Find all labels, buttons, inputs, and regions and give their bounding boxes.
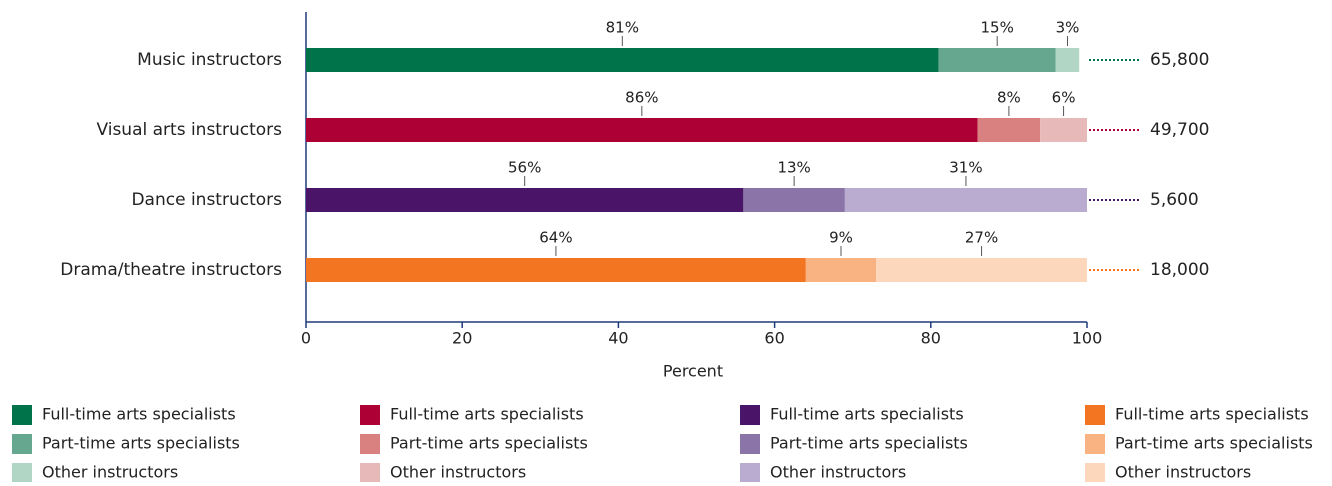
legend-label: Full-time arts specialists — [42, 405, 236, 424]
legend-swatch — [360, 434, 380, 454]
category-label: Dance instructors — [131, 190, 282, 210]
x-tick-label: 0 — [301, 329, 311, 348]
legend-label: Other instructors — [1115, 463, 1251, 482]
legend-label: Part-time arts specialists — [42, 434, 240, 453]
legend-label: Part-time arts specialists — [390, 434, 588, 453]
legend-label: Full-time arts specialists — [770, 405, 964, 424]
legend-label: Other instructors — [770, 463, 906, 482]
x-tick-label: 20 — [452, 329, 472, 348]
legend-swatch — [12, 434, 32, 454]
legend-label: Full-time arts specialists — [390, 405, 584, 424]
total-label: 5,600 — [1150, 190, 1199, 210]
data-label: 56% — [508, 159, 541, 177]
data-label: 64% — [539, 229, 572, 247]
bar-segment — [977, 118, 1041, 142]
legend-swatch — [1085, 405, 1105, 425]
bar-segment — [306, 118, 978, 142]
x-tick-label: 80 — [921, 329, 941, 348]
x-axis-label: Percent — [663, 362, 723, 381]
data-label: 81% — [606, 19, 639, 37]
legend-swatch — [360, 463, 380, 483]
legend-swatch — [12, 405, 32, 425]
legend-swatch — [740, 463, 760, 483]
data-label: 13% — [777, 159, 810, 177]
data-label: 6% — [1052, 89, 1076, 107]
x-tick-label: 60 — [764, 329, 784, 348]
data-label: 31% — [949, 159, 982, 177]
legend-swatch — [740, 405, 760, 425]
legend-swatch — [740, 434, 760, 454]
legend-label: Other instructors — [390, 463, 526, 482]
data-label: 9% — [829, 229, 853, 247]
data-label: 15% — [981, 19, 1014, 37]
category-label: Visual arts instructors — [96, 120, 282, 140]
bar-segment — [876, 258, 1087, 282]
legend-swatch — [12, 463, 32, 483]
legend-label: Other instructors — [42, 463, 178, 482]
bar-segment — [1055, 48, 1080, 72]
category-label: Drama/theatre instructors — [60, 260, 282, 280]
bar-segment — [306, 48, 939, 72]
bar-segment — [743, 188, 845, 212]
legend-label: Part-time arts specialists — [1115, 434, 1313, 453]
x-tick-label: 100 — [1072, 329, 1103, 348]
legend-label: Part-time arts specialists — [770, 434, 968, 453]
bar-segment — [938, 48, 1056, 72]
legend-swatch — [360, 405, 380, 425]
total-label: 65,800 — [1150, 50, 1209, 70]
bar-segment — [844, 188, 1087, 212]
bar-segment — [306, 258, 806, 282]
data-label: 3% — [1056, 19, 1080, 37]
legend-swatch — [1085, 463, 1105, 483]
category-label: Music instructors — [137, 50, 282, 70]
data-label: 27% — [965, 229, 998, 247]
data-label: 8% — [997, 89, 1021, 107]
x-tick-label: 40 — [608, 329, 628, 348]
bar-segment — [805, 258, 877, 282]
legend-label: Full-time arts specialists — [1115, 405, 1309, 424]
bar-segment — [1040, 118, 1087, 142]
total-label: 18,000 — [1150, 260, 1209, 280]
data-label: 86% — [625, 89, 658, 107]
legend-swatch — [1085, 434, 1105, 454]
total-label: 49,700 — [1150, 120, 1209, 140]
bar-segment — [306, 188, 744, 212]
